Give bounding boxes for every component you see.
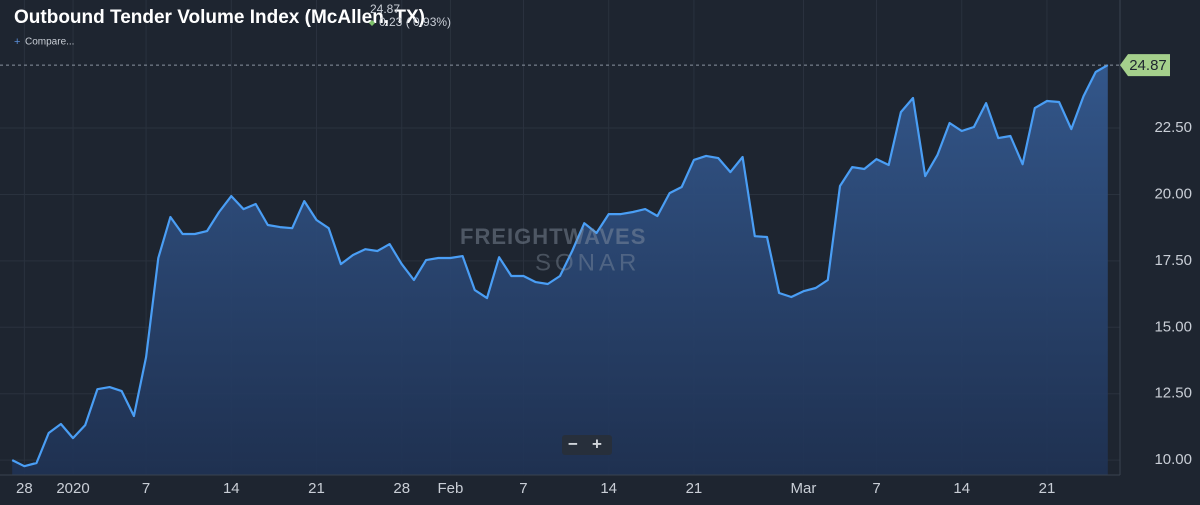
chart-title: Outbound Tender Volume Index (McAllen, T… xyxy=(14,7,425,28)
x-tick-label: Feb xyxy=(438,480,464,497)
x-tick-label: 14 xyxy=(953,480,970,497)
y-tick-label: 20.00 xyxy=(1154,185,1192,202)
plot xyxy=(0,64,1120,475)
compare-plus[interactable]: + xyxy=(14,36,20,48)
current-value-label: 24.87 xyxy=(1129,57,1167,74)
watermark: SONAR xyxy=(535,249,640,276)
x-tick-label: 7 xyxy=(872,480,880,497)
x-tick-label: Mar xyxy=(791,480,817,497)
x-tick-label: 2020 xyxy=(56,480,89,497)
y-tick-label: 12.50 xyxy=(1154,385,1192,402)
x-tick-label: 14 xyxy=(600,480,617,497)
x-tick-label: 28 xyxy=(393,480,410,497)
y-tick-label: 10.00 xyxy=(1154,451,1192,468)
y-tick-label: 17.50 xyxy=(1154,252,1192,269)
header-value: 24.87 xyxy=(370,2,400,16)
line xyxy=(11,64,1109,468)
watermark: FREIGHTWAVES xyxy=(460,224,646,249)
area xyxy=(12,65,1108,475)
up-icon xyxy=(369,20,375,26)
y-tick-label: 15.00 xyxy=(1154,318,1192,335)
x-tick-label: 21 xyxy=(308,480,325,497)
zoom-bar xyxy=(562,435,612,455)
x-tick-label: 21 xyxy=(686,480,703,497)
zoom-out-button[interactable]: − xyxy=(568,434,578,453)
y-tick-label: 22.50 xyxy=(1154,119,1192,136)
zoom-in-button[interactable]: + xyxy=(592,434,602,453)
x-tick-label: 21 xyxy=(1039,480,1056,497)
compare-button[interactable]: Compare... xyxy=(25,37,74,48)
x-tick-label: 7 xyxy=(142,480,150,497)
current-value-tag xyxy=(1120,54,1170,77)
x-tick-label: 7 xyxy=(519,480,527,497)
header-change: 0.23 ( 0.93%) xyxy=(379,15,451,29)
x-tick-label: 28 xyxy=(16,480,33,497)
x-tick-label: 14 xyxy=(223,480,240,497)
